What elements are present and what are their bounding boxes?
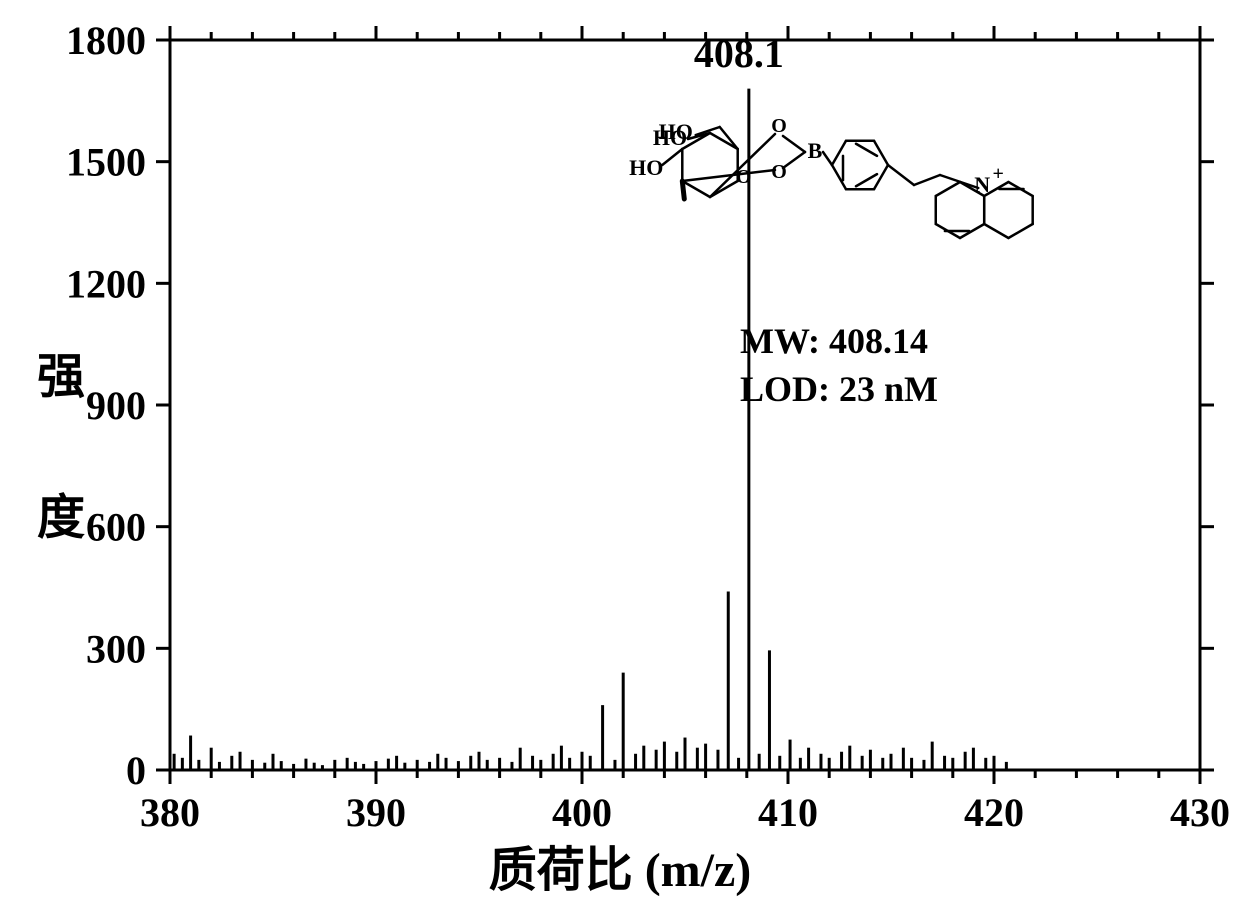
svg-text:1800: 1800 [66,18,146,63]
svg-text:O: O [771,115,787,137]
svg-text:300: 300 [86,626,146,671]
svg-text:+: + [993,163,1004,185]
svg-text:0: 0 [126,748,146,793]
svg-text:HO: HO [629,155,663,180]
svg-text:420: 420 [964,790,1024,835]
x-axis-label: 质荷比 (m/z) [489,830,752,900]
svg-text:380: 380 [140,790,200,835]
svg-text:410: 410 [758,790,818,835]
svg-text:390: 390 [346,790,406,835]
svg-text:O: O [771,161,787,183]
svg-text:400: 400 [552,790,612,835]
chart-container: 强 度 质荷比 (m/z) 380 390 400 410 420 430 0 300 600 9… [0,0,1240,910]
svg-text:N: N [974,172,990,197]
svg-text:430: 430 [1170,790,1230,835]
svg-text:B: B [808,138,823,163]
svg-text:HO: HO [653,125,687,150]
svg-text:1500: 1500 [66,140,146,185]
mw-annotation: MW: 408.14 [740,320,928,362]
svg-text:600: 600 [86,505,146,550]
y-axis-label: 强 度 [20,351,90,560]
svg-text:1200: 1200 [66,261,146,306]
chemical-structure: OHOHOHOOOBN+ [580,70,1140,310]
lod-annotation: LOD: 23 nM [740,368,938,410]
svg-text:900: 900 [86,383,146,428]
